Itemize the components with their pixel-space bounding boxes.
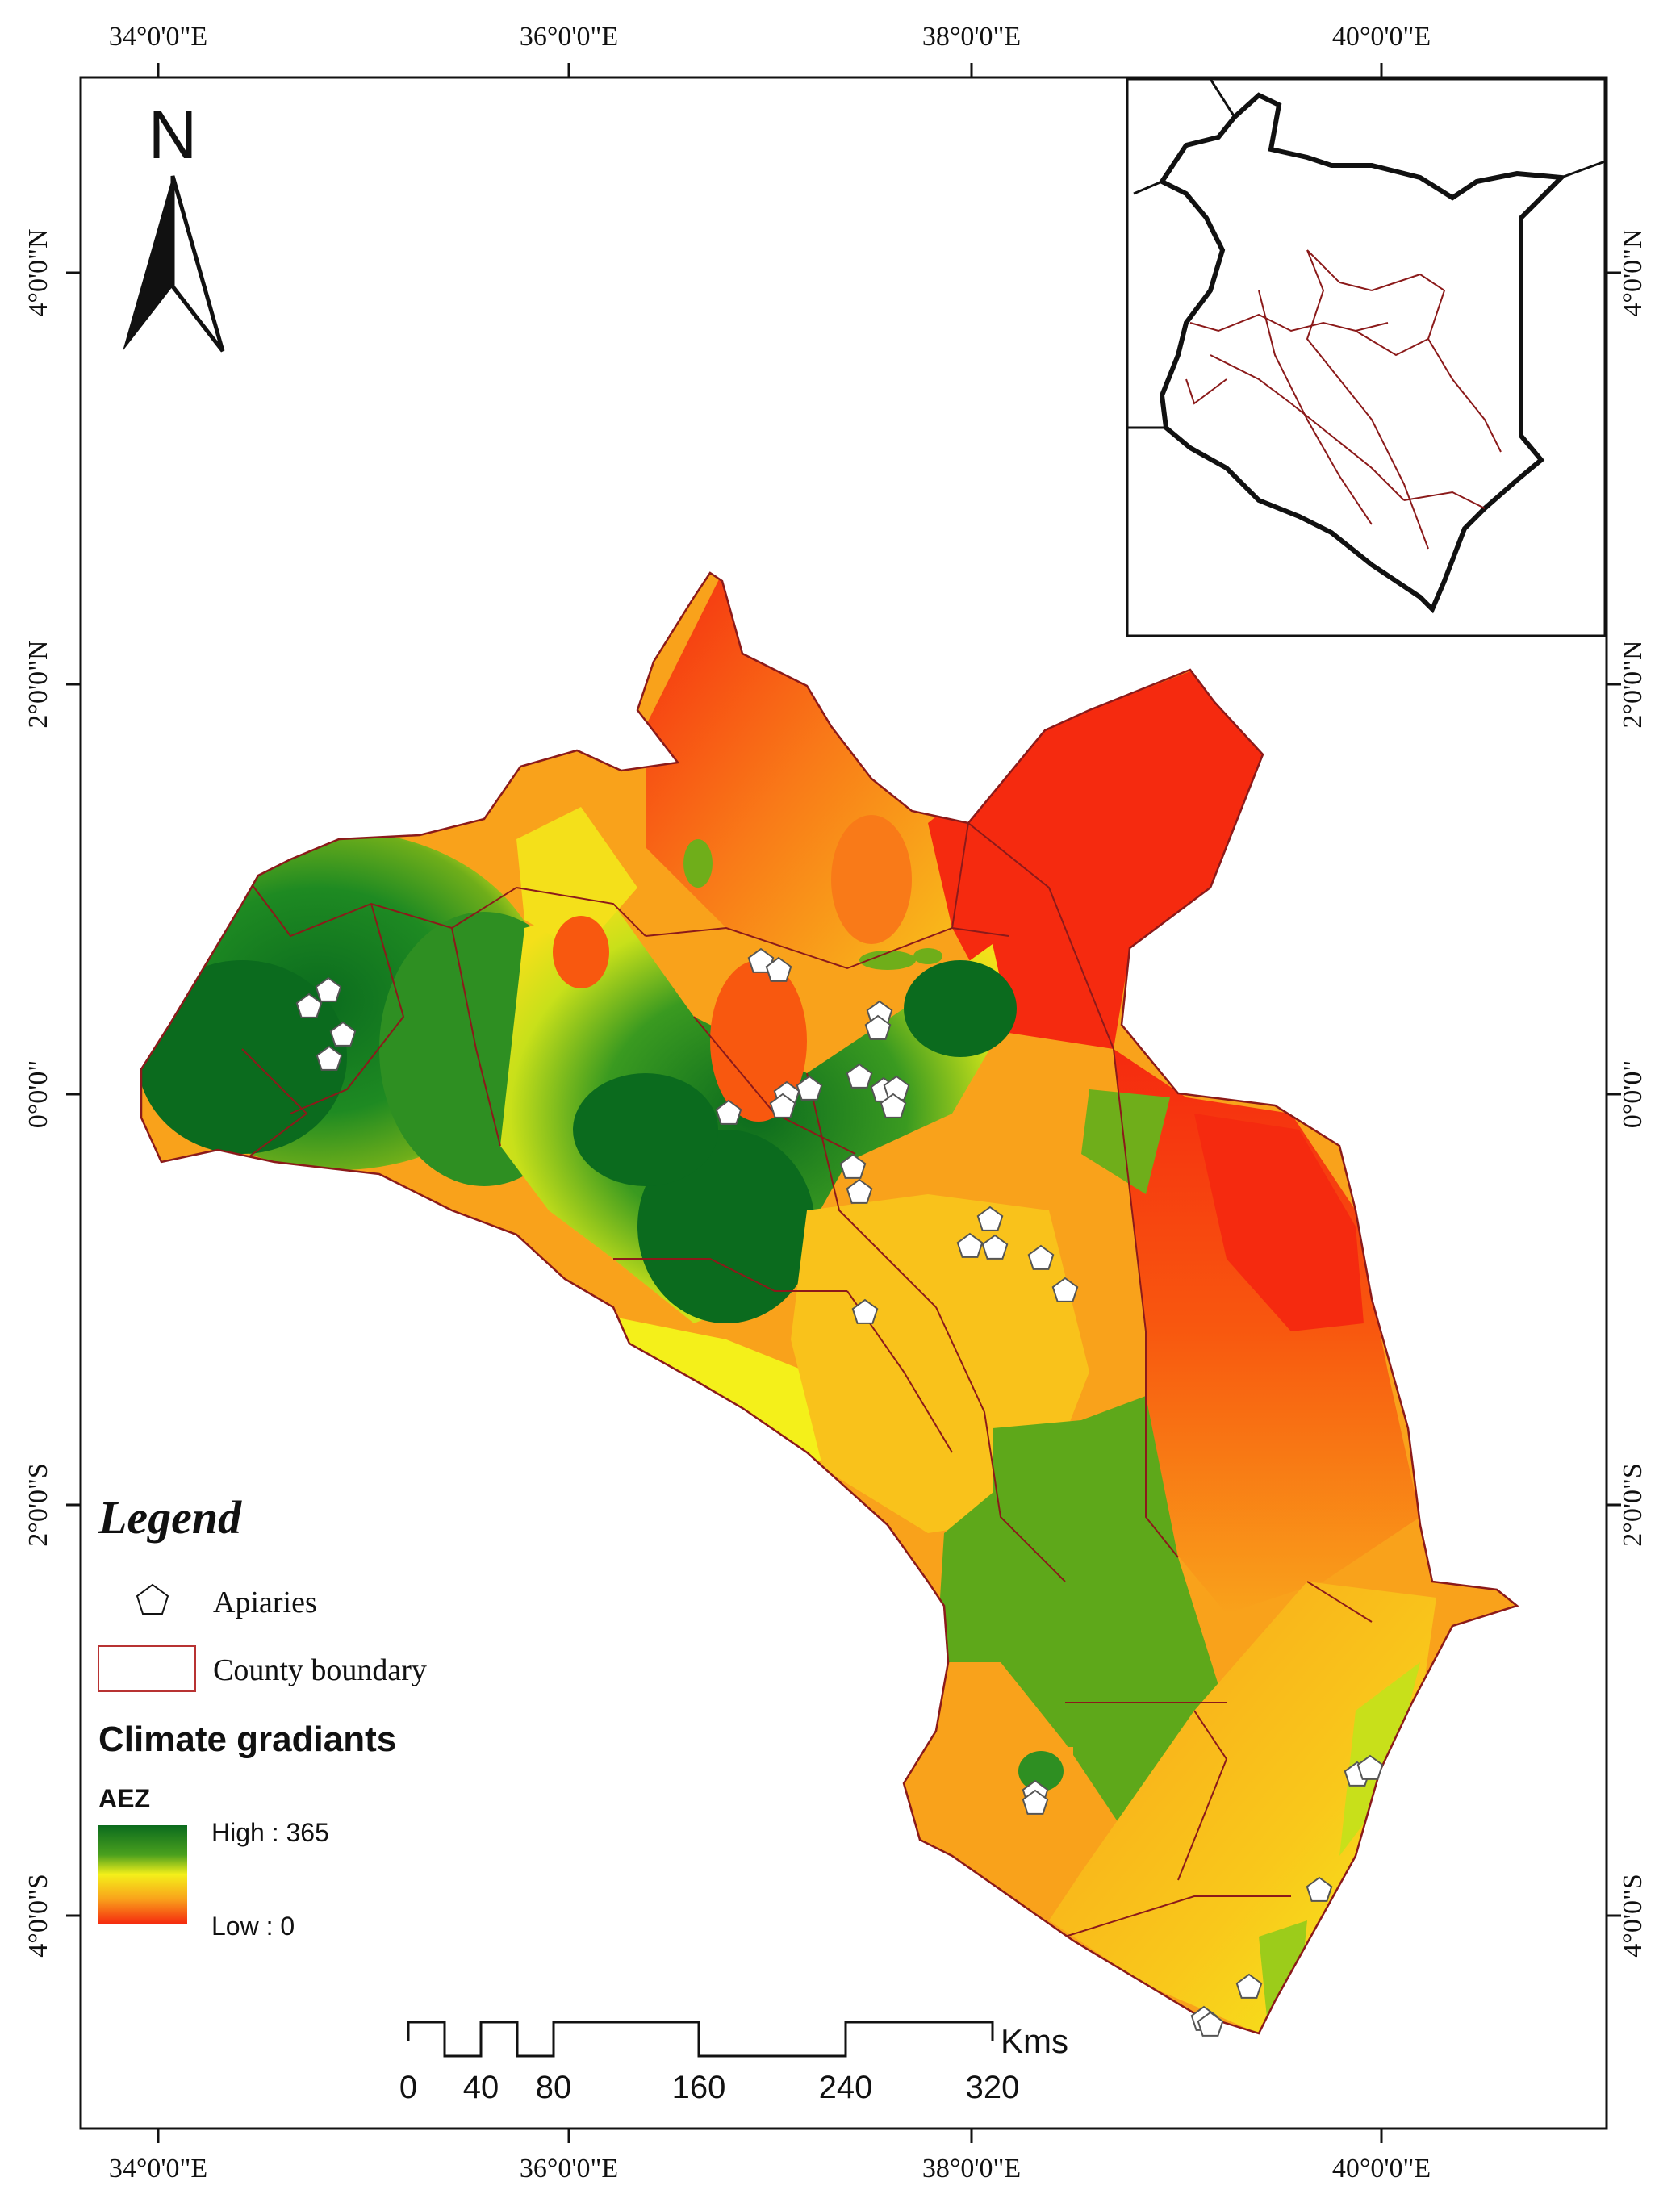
apiary-marker (846, 1178, 873, 1204)
lat-label-2n: 2°0'0"N (23, 640, 53, 728)
graticule-ticks (66, 63, 1621, 2143)
aez-high-label: High : 365 (211, 1818, 329, 1847)
apiary-marker (1051, 1277, 1079, 1302)
scale-tick-320: 320 (966, 2070, 1020, 2105)
lat-labels-left: 4°0'0"N 2°0'0"N 0°0'0" 2°0'0"S 4°0'0"S (23, 228, 53, 1957)
lat-label-4n: 4°0'0"N (23, 228, 53, 316)
apiary-marker (329, 1021, 357, 1047)
apiary-marker (1197, 2011, 1224, 2037)
apiary-marker (295, 993, 323, 1018)
apiary-marker (1306, 1876, 1333, 1902)
apiary-marker (846, 1063, 873, 1089)
lon-label-40e: 40°0'0"E (1332, 22, 1431, 52)
lat-label-2n-right: 2°0'0"N (1618, 640, 1648, 728)
lon-label-36e-bottom: 36°0'0"E (520, 2154, 618, 2184)
apiary-marker (976, 1206, 1004, 1231)
aez-title: AEZ (98, 1784, 150, 1813)
climate-gradients-title: Climate gradiants (98, 1720, 396, 1759)
inset-county-boundaries (1185, 249, 1502, 550)
lat-label-2s: 2°0'0"S (23, 1463, 53, 1547)
apiaries-layer (295, 947, 1384, 2037)
legend-title: Legend (98, 1491, 242, 1544)
lat-label-0-right: 0°0'0" (1618, 1060, 1648, 1129)
north-arrow-label: N (148, 97, 198, 173)
apiaries-legend-icon (136, 1583, 169, 1615)
scale-bar-line (407, 2021, 994, 2058)
scale-tick-80: 80 (536, 2070, 572, 2105)
apiary-marker (316, 1045, 343, 1071)
apiary-marker (1022, 1789, 1049, 1815)
apiary-marker (769, 1093, 796, 1118)
scale-tick-160: 160 (672, 2070, 726, 2105)
inset-map (1126, 77, 1607, 637)
lon-label-34e-bottom: 34°0'0"E (109, 2154, 207, 2184)
apiary-marker (956, 1232, 984, 1258)
scale-bar: Kms 0 40 80 160 240 320 (399, 2021, 1068, 2105)
apiary-marker (315, 976, 342, 1002)
apiary-marker (1235, 1973, 1263, 1999)
apiary-marker (715, 1099, 742, 1125)
legend: Legend Apiaries County boundary Climate … (98, 1491, 427, 1941)
apiary-marker (864, 1014, 892, 1040)
north-arrow-light-half (170, 175, 225, 353)
lat-label-4s: 4°0'0"S (23, 1874, 53, 1958)
lat-labels-right: 4°0'0"N 2°0'0"N 0°0'0" 2°0'0"S 4°0'0"S (1618, 228, 1648, 1957)
lon-labels-bottom: 34°0'0"E 36°0'0"E 38°0'0"E 40°0'0"E (109, 2154, 1431, 2184)
lat-label-2s-right: 2°0'0"S (1618, 1463, 1648, 1547)
lon-label-40e-bottom: 40°0'0"E (1332, 2154, 1431, 2184)
aez-low-label: Low : 0 (211, 1912, 295, 1941)
aez-color-ramp (98, 1825, 187, 1924)
scale-tick-240: 240 (819, 2070, 873, 2105)
apiary-marker (880, 1093, 907, 1118)
apiary-marker (851, 1298, 879, 1324)
lon-label-38e: 38°0'0"E (922, 22, 1021, 52)
apiary-marker (1027, 1244, 1055, 1270)
county-boundary-legend-swatch (98, 1645, 196, 1692)
apiary-marker (765, 956, 792, 982)
lat-label-4n-right: 4°0'0"N (1618, 228, 1648, 316)
county-boundary-legend-label: County boundary (213, 1653, 427, 1687)
scale-tick-0: 0 (399, 2070, 417, 2105)
scale-tick-40: 40 (463, 2070, 499, 2105)
study-area-outline (140, 571, 1519, 2035)
apiary-marker (796, 1075, 823, 1101)
north-arrow: N (123, 97, 225, 353)
county-boundaries (241, 822, 1373, 1937)
apiaries-legend-label: Apiaries (213, 1586, 317, 1619)
scale-unit: Kms (1001, 2022, 1068, 2060)
lon-label-38e-bottom: 38°0'0"E (922, 2154, 1021, 2184)
apiary-marker (839, 1153, 867, 1179)
north-arrow-dark-half (123, 176, 173, 351)
apiary-marker (981, 1234, 1009, 1260)
lat-label-4s-right: 4°0'0"S (1618, 1874, 1648, 1958)
lon-labels-top: 34°0'0"E 36°0'0"E 38°0'0"E 40°0'0"E (109, 22, 1431, 52)
lat-label-0: 0°0'0" (23, 1060, 53, 1129)
lon-label-36e: 36°0'0"E (520, 22, 618, 52)
lon-label-34e: 34°0'0"E (109, 22, 207, 52)
apiary-marker (1356, 1754, 1384, 1780)
